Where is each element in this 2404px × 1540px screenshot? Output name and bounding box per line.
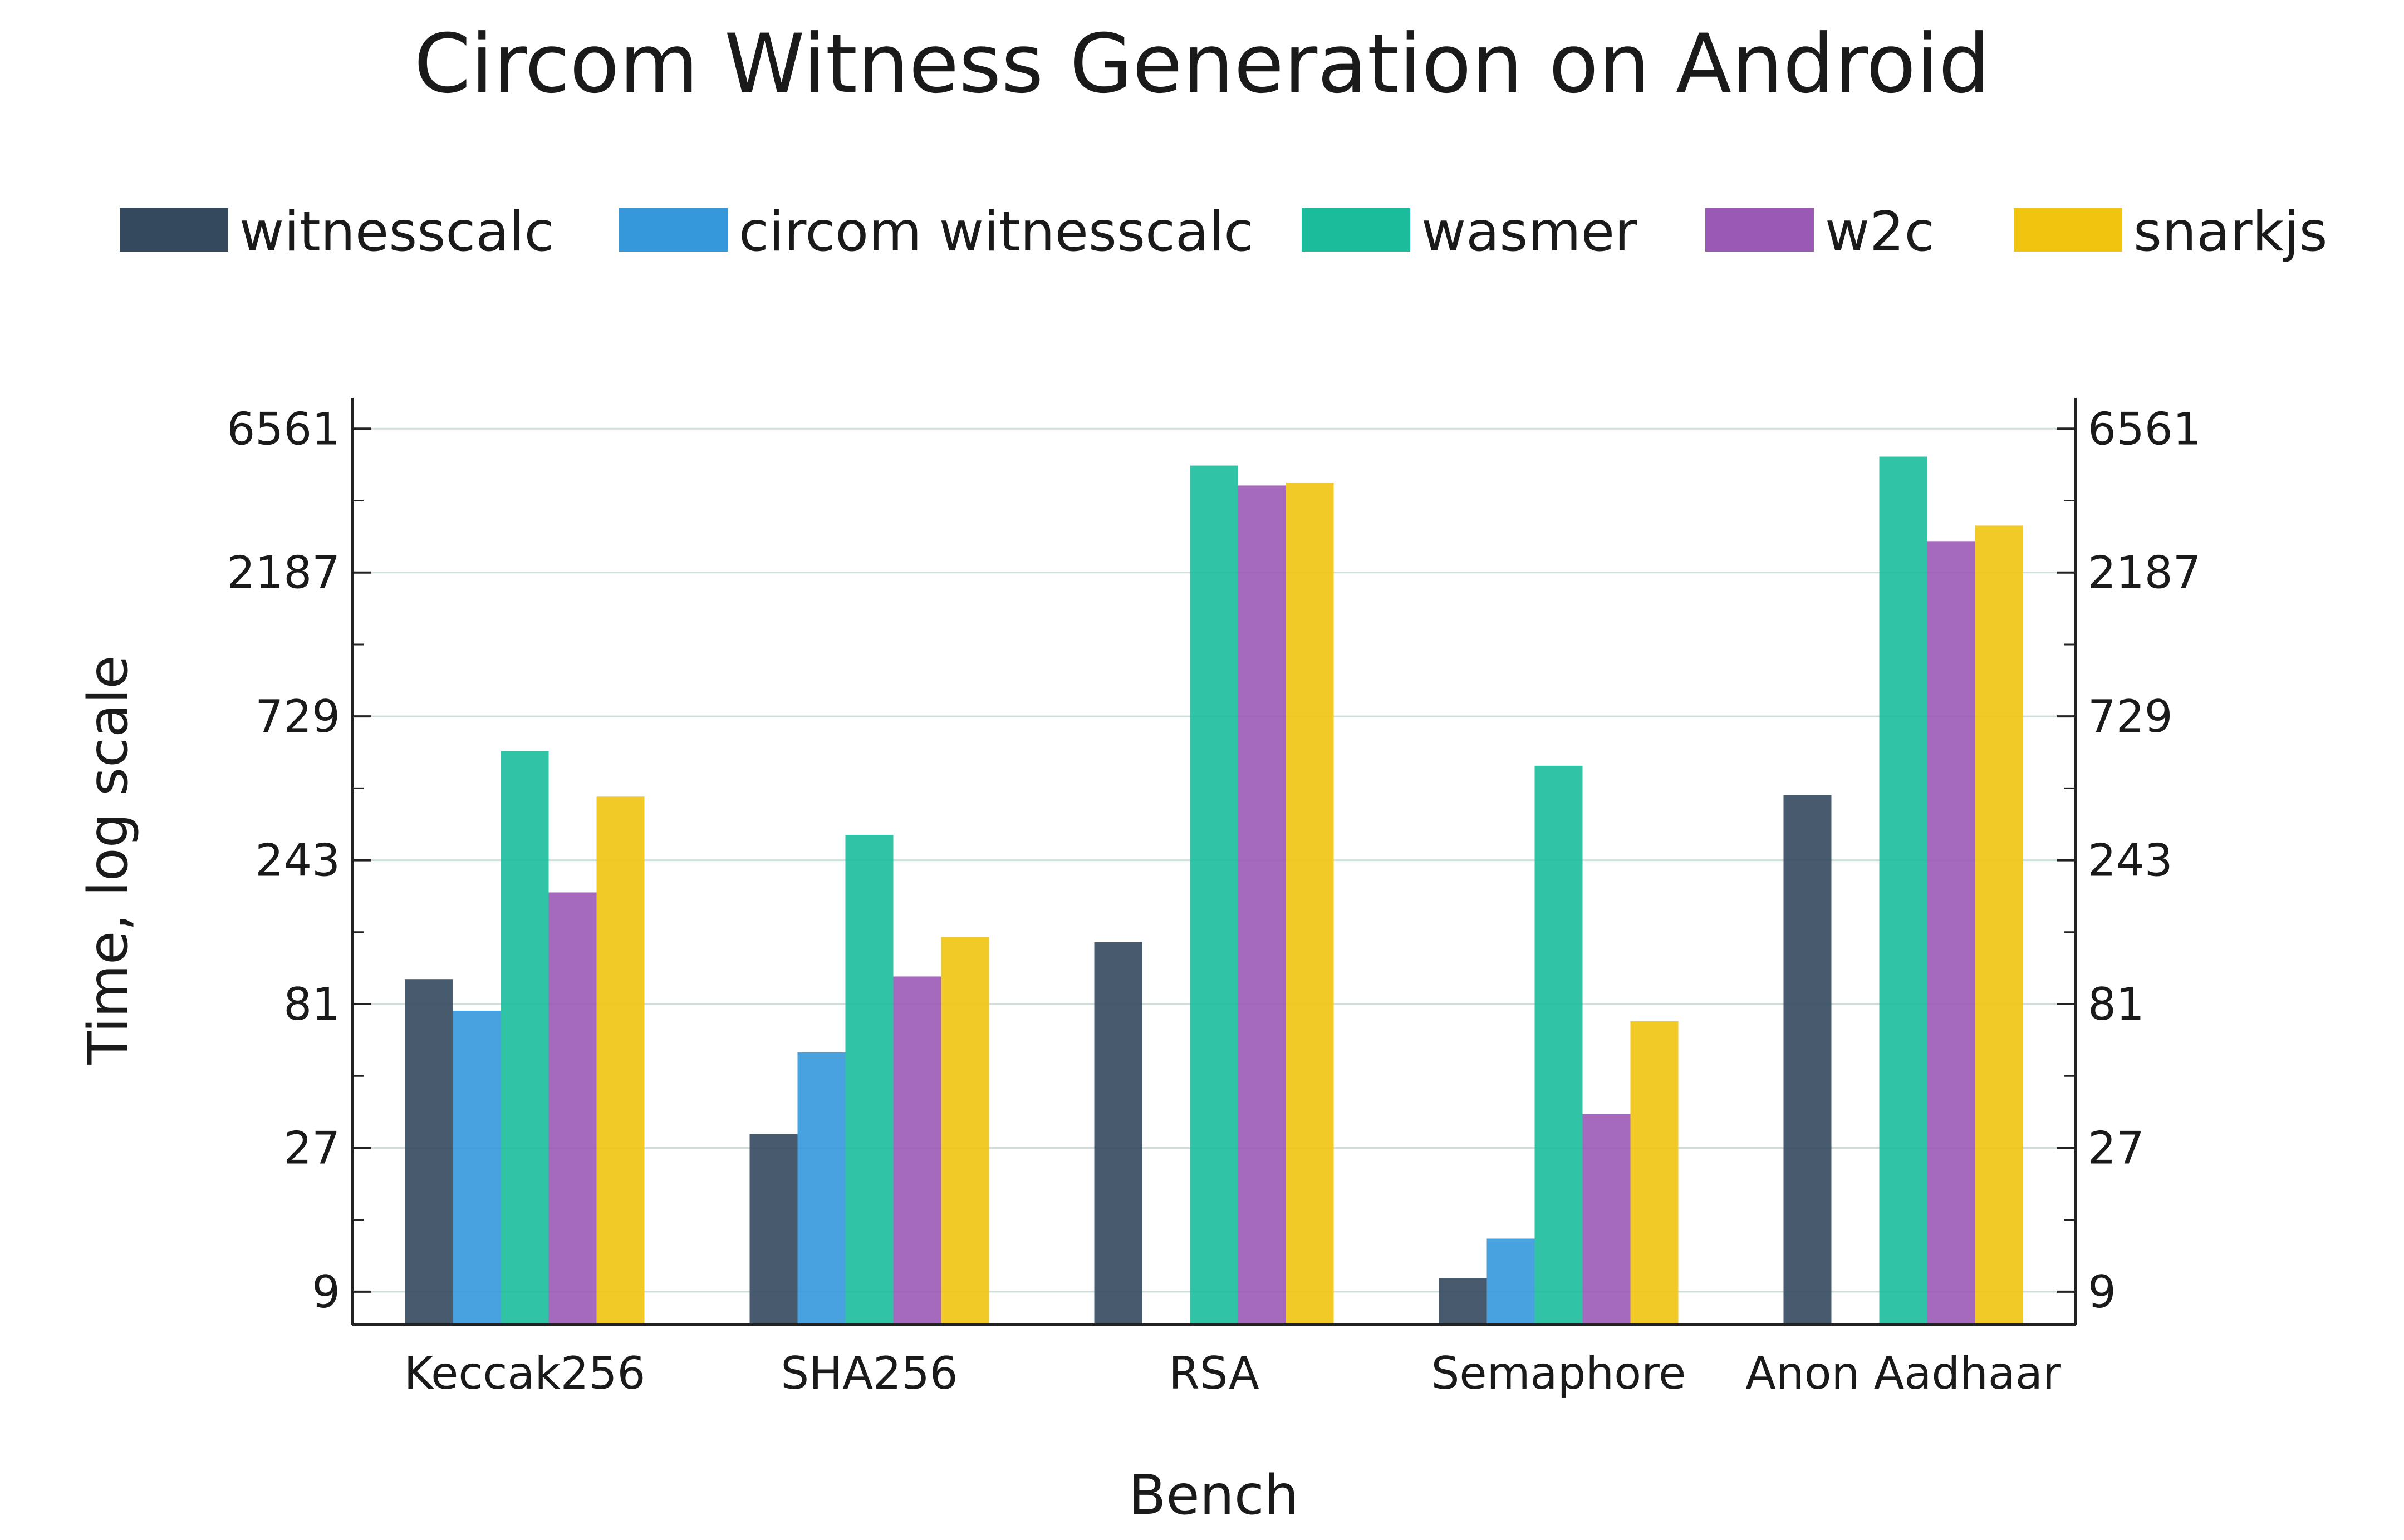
y-tick-label-right: 81 (2088, 978, 2145, 1030)
bar-w2c-Anon-Aadhaar (1927, 541, 1975, 1325)
y-tick-label-left: 9 (312, 1266, 340, 1318)
y-tick-label-left: 81 (283, 978, 340, 1030)
legend-swatch (619, 208, 728, 252)
bar-snarkjs-Keccak256 (596, 796, 645, 1325)
x-tick-label: SHA256 (781, 1347, 958, 1399)
bar-wasmer-Semaphore (1534, 765, 1583, 1325)
axes: 9 9 27 27 81 81 243 243 729 729 2187 2187 6561 6561 Ke… (227, 398, 2201, 1399)
y-tick-label-left: 6561 (227, 403, 340, 455)
bars (405, 456, 2023, 1325)
chart-title: Circom Witness Generation on Android (414, 17, 1990, 111)
bar-snarkjs-RSA (1286, 482, 1334, 1325)
legend-swatch (2014, 208, 2122, 252)
bar-circom-witnesscalc-Semaphore (1486, 1238, 1535, 1325)
y-tick-label-left: 729 (255, 691, 340, 742)
legend-label: w2c (1825, 200, 1935, 264)
bar-witnesscalc-Anon-Aadhaar (1783, 795, 1832, 1325)
y-tick-label-right: 27 (2088, 1122, 2145, 1174)
x-tick-label: Semaphore (1431, 1347, 1686, 1399)
y-tick-label-left: 243 (255, 835, 340, 887)
legend-swatch (120, 208, 228, 252)
bar-wasmer-Anon-Aadhaar (1879, 456, 1927, 1325)
legend-label: wasmer (1421, 200, 1637, 264)
bar-witnesscalc-SHA256 (749, 1134, 798, 1325)
y-tick-label-left: 2187 (227, 547, 340, 599)
bar-w2c-RSA (1238, 485, 1286, 1325)
legend-label: snarkjs (2133, 200, 2328, 264)
y-tick-label-right: 9 (2088, 1266, 2116, 1318)
x-tick-label: RSA (1169, 1347, 1259, 1399)
legend-label: circom witnesscalc (739, 200, 1254, 264)
x-tick-label: Anon Aadhaar (1745, 1347, 2061, 1399)
bar-circom-witnesscalc-Keccak256 (453, 1010, 501, 1325)
bar-w2c-SHA256 (893, 976, 941, 1325)
y-axis-label: Time, log scale (77, 655, 140, 1065)
bar-witnesscalc-Keccak256 (405, 979, 453, 1325)
x-tick-label: Keccak256 (404, 1347, 646, 1399)
bar-snarkjs-Semaphore (1630, 1021, 1679, 1325)
legend-swatch (1705, 208, 1814, 252)
y-tick-label-right: 729 (2088, 691, 2173, 742)
y-tick-label-right: 2187 (2088, 547, 2201, 599)
bar-wasmer-RSA (1190, 465, 1238, 1325)
bar-snarkjs-SHA256 (941, 937, 989, 1325)
x-axis-label: Bench (1129, 1464, 1299, 1527)
bar-wasmer-Keccak256 (501, 751, 549, 1325)
bar-circom-witnesscalc-SHA256 (797, 1052, 846, 1325)
y-tick-label-left: 27 (283, 1122, 340, 1174)
y-tick-label-right: 6561 (2088, 403, 2201, 455)
legend-swatch (1302, 208, 1410, 252)
bar-snarkjs-Anon-Aadhaar (1975, 525, 2023, 1325)
legend-label: witnesscalc (239, 200, 555, 264)
bar-wasmer-SHA256 (845, 834, 894, 1325)
y-tick-label-right: 243 (2088, 835, 2173, 887)
bar-witnesscalc-Semaphore (1439, 1278, 1487, 1325)
bar-w2c-Keccak256 (548, 892, 597, 1325)
bar-witnesscalc-RSA (1094, 942, 1142, 1325)
bar-w2c-Semaphore (1582, 1114, 1631, 1325)
